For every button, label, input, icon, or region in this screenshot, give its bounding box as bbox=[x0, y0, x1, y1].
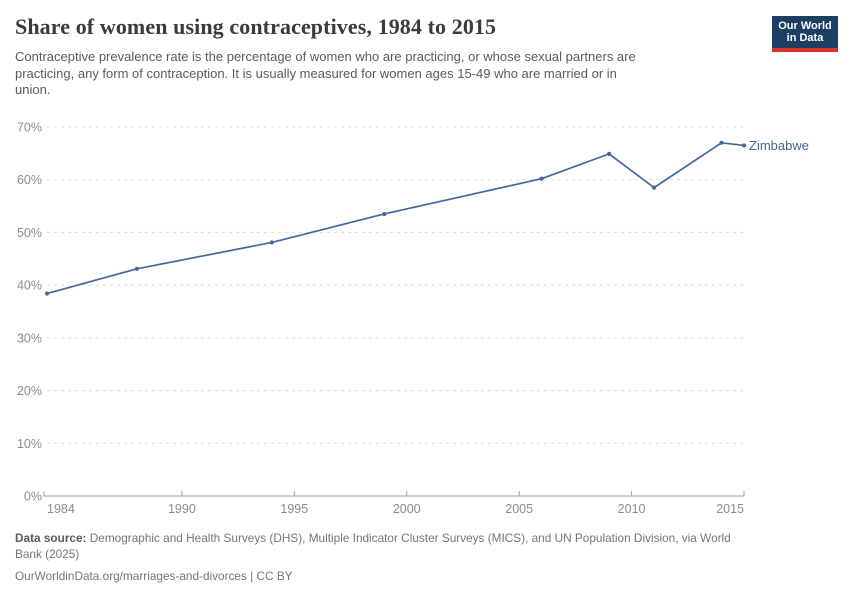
data-source-line: Bank (2025) bbox=[15, 547, 80, 561]
y-axis-tick-label: 40% bbox=[17, 279, 42, 293]
chart-header: Share of women using contraceptives, 198… bbox=[15, 12, 760, 99]
series-label-zimbabwe[interactable]: Zimbabwe bbox=[749, 138, 809, 153]
line-zimbabwe[interactable] bbox=[46, 141, 745, 295]
owid-logo-text: in Data bbox=[786, 32, 824, 44]
x-axis-tick-label: 1984 bbox=[47, 502, 75, 516]
y-axis-tick-label: 20% bbox=[17, 384, 42, 398]
data-point-zimbabwe-2014[interactable] bbox=[719, 140, 724, 145]
data-point-zimbabwe-1999[interactable] bbox=[382, 211, 387, 217]
subtitle-line: Contraceptive prevalence rate is the per… bbox=[15, 49, 636, 64]
y-axis-tick-label: 70% bbox=[17, 121, 42, 135]
data-point-zimbabwe-2015[interactable] bbox=[741, 143, 747, 148]
x-axis-tick-label: 2015 bbox=[716, 502, 744, 516]
data-point-zimbabwe-2006[interactable] bbox=[539, 176, 544, 181]
subtitle-line: practicing, any form of contraception. I… bbox=[15, 65, 617, 81]
owid-logo-text: Our World bbox=[778, 19, 832, 32]
y-axis-tick-label: 60% bbox=[17, 173, 42, 187]
x-axis-tick-label: 2005 bbox=[505, 502, 533, 516]
chart-title: Share of women using contraceptives, 198… bbox=[15, 14, 497, 39]
chart-footer: Data source: Demographic and Health Surv… bbox=[15, 530, 835, 584]
x-axis-tick-label: 2000 bbox=[393, 502, 421, 516]
data-point-zimbabwe-2009[interactable] bbox=[606, 151, 612, 156]
data-source-label: Data source: bbox=[15, 531, 87, 545]
x-axis-tick-label: 1990 bbox=[168, 502, 196, 516]
owid-logo: Our World in Data bbox=[772, 16, 838, 52]
x-axis-tick-label: 1995 bbox=[280, 502, 308, 516]
y-axis-tick-label: 0% bbox=[24, 490, 42, 504]
data-source-text: Data source: Demographic and Health Surv… bbox=[15, 530, 835, 546]
y-axis-tick-label: 50% bbox=[17, 226, 42, 240]
x-axis-tick-label: 2010 bbox=[618, 502, 646, 516]
footer-link[interactable]: OurWorldinData.org/marriages-and-divorce… bbox=[15, 569, 293, 583]
data-point-zimbabwe-1994[interactable] bbox=[269, 240, 274, 245]
y-axis-tick-label: 10% bbox=[17, 437, 42, 451]
chart-subtitle: Contraceptive prevalence rate is the per… bbox=[15, 49, 760, 99]
data-point-zimbabwe-2011[interactable] bbox=[651, 185, 657, 190]
y-axis-tick-label: 30% bbox=[17, 331, 42, 345]
data-source-line: Demographic and Health Surveys (DHS), Mu… bbox=[89, 531, 731, 545]
data-point-zimbabwe-1988[interactable] bbox=[134, 266, 140, 271]
data-point-zimbabwe-1984[interactable] bbox=[44, 291, 50, 296]
subtitle-line: union. bbox=[15, 82, 51, 97]
